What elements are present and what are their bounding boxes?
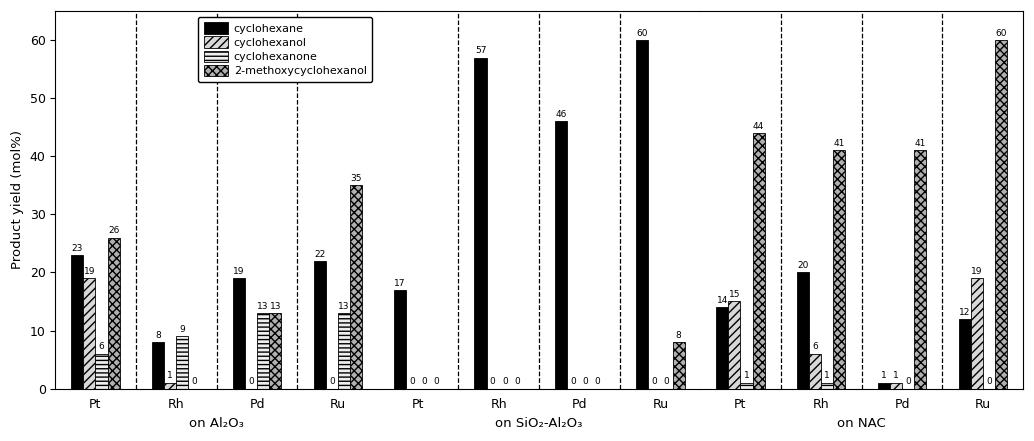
Text: 20: 20: [797, 261, 809, 270]
Bar: [233, 278, 245, 389]
X-axis label: on Al₂O₃: on Al₂O₃: [189, 417, 244, 430]
Bar: [313, 261, 326, 389]
Text: 1: 1: [168, 371, 173, 381]
Text: 12: 12: [959, 307, 970, 317]
Text: 13: 13: [257, 302, 269, 311]
X-axis label: on NAC: on NAC: [838, 417, 886, 430]
Text: 0: 0: [501, 377, 508, 386]
Text: 19: 19: [84, 267, 95, 276]
Bar: [833, 150, 846, 389]
Text: 8: 8: [675, 331, 681, 340]
Text: 0: 0: [421, 377, 427, 386]
Text: 1: 1: [893, 371, 899, 381]
Bar: [672, 342, 685, 389]
Text: 60: 60: [637, 29, 648, 38]
Bar: [71, 255, 84, 389]
Bar: [740, 383, 753, 389]
Text: 0: 0: [571, 377, 576, 386]
Bar: [797, 273, 809, 389]
Bar: [821, 383, 833, 389]
Text: 26: 26: [108, 226, 119, 235]
Text: 0: 0: [664, 377, 669, 386]
Bar: [890, 383, 902, 389]
Text: 17: 17: [394, 279, 405, 288]
Text: 0: 0: [248, 377, 254, 386]
Text: 6: 6: [98, 343, 104, 351]
Text: 0: 0: [433, 377, 439, 386]
Bar: [176, 336, 188, 389]
Text: 0: 0: [583, 377, 588, 386]
Text: 8: 8: [155, 331, 161, 340]
Bar: [717, 307, 728, 389]
Bar: [878, 383, 890, 389]
Bar: [728, 302, 740, 389]
Text: 19: 19: [233, 267, 245, 276]
Bar: [914, 150, 926, 389]
Text: 1: 1: [743, 371, 750, 381]
Text: 41: 41: [914, 139, 925, 148]
Text: 14: 14: [717, 296, 728, 305]
Bar: [349, 185, 362, 389]
Bar: [84, 278, 95, 389]
Bar: [164, 383, 176, 389]
Bar: [338, 313, 349, 389]
X-axis label: on SiO₂-Al₂O₃: on SiO₂-Al₂O₃: [495, 417, 583, 430]
Legend: cyclohexane, cyclohexanol, cyclohexanone, 2-methoxycyclohexanol: cyclohexane, cyclohexanol, cyclohexanone…: [199, 17, 372, 82]
Text: 0: 0: [514, 377, 520, 386]
Text: 0: 0: [191, 377, 197, 386]
Text: 57: 57: [475, 46, 486, 55]
Text: 35: 35: [351, 174, 362, 183]
Text: 44: 44: [753, 122, 764, 131]
Text: 15: 15: [729, 290, 740, 299]
Text: 0: 0: [329, 377, 335, 386]
Bar: [475, 58, 487, 389]
Text: 60: 60: [996, 29, 1007, 38]
Text: 22: 22: [314, 250, 326, 258]
Bar: [95, 354, 108, 389]
Text: 6: 6: [813, 343, 818, 351]
Bar: [269, 313, 281, 389]
Bar: [394, 290, 405, 389]
Text: 0: 0: [409, 377, 415, 386]
Text: 1: 1: [881, 371, 887, 381]
Bar: [257, 313, 269, 389]
Text: 41: 41: [833, 139, 845, 148]
Text: 0: 0: [651, 377, 658, 386]
Bar: [108, 238, 120, 389]
Bar: [753, 133, 765, 389]
Text: 23: 23: [71, 244, 83, 253]
Text: 0: 0: [905, 377, 911, 386]
Text: 19: 19: [971, 267, 982, 276]
Text: 13: 13: [338, 302, 349, 311]
Text: 0: 0: [986, 377, 992, 386]
Bar: [636, 40, 648, 389]
Bar: [995, 40, 1007, 389]
Bar: [971, 278, 983, 389]
Bar: [555, 121, 568, 389]
Text: 0: 0: [595, 377, 601, 386]
Bar: [152, 342, 164, 389]
Text: 46: 46: [555, 110, 567, 119]
Text: 1: 1: [824, 371, 830, 381]
Y-axis label: Product yield (mol%): Product yield (mol%): [11, 131, 24, 269]
Bar: [809, 354, 821, 389]
Text: 9: 9: [180, 325, 185, 334]
Text: 13: 13: [270, 302, 281, 311]
Bar: [959, 319, 971, 389]
Text: 0: 0: [490, 377, 495, 386]
